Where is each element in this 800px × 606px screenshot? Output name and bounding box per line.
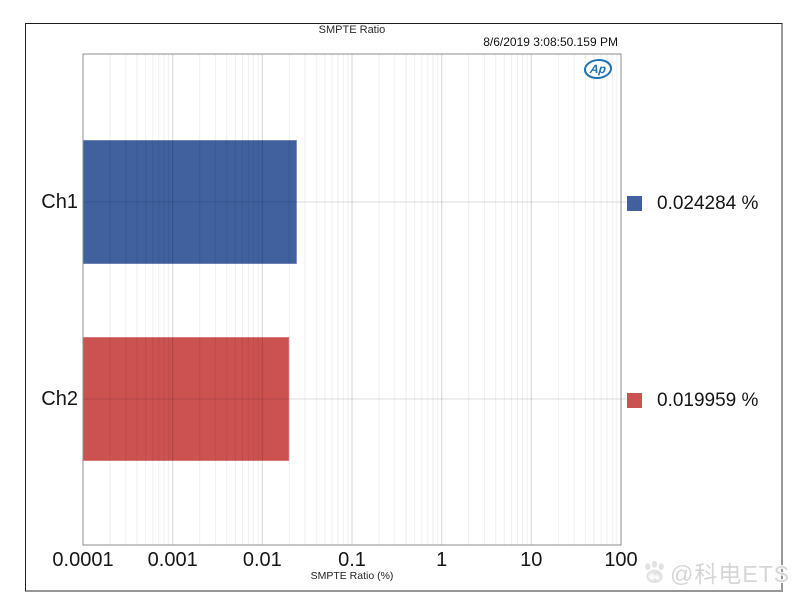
chart-title: SMPTE Ratio	[318, 24, 386, 36]
legend-value-label-ch2: 0.019959 %	[657, 389, 759, 411]
ap-logo-text: Ap	[589, 62, 607, 76]
baidu-paw-label: du	[649, 572, 659, 581]
bar-ch2	[82, 336, 290, 462]
watermark: du @科电ETS	[642, 555, 790, 589]
x-axis-tick-label: 0.01	[242, 549, 282, 571]
legend-value-label-ch1: 0.024284 %	[657, 192, 759, 214]
watermark-text: @科电ETS	[670, 561, 791, 587]
plot-border	[82, 53, 622, 546]
legend-swatch-ch2	[627, 393, 642, 409]
y-axis-category-label-ch1: Ch1	[41, 190, 78, 213]
y-axis-category-label-ch2: Ch2	[41, 387, 78, 410]
plot-area[interactable]	[83, 54, 621, 545]
x-axis-tick-label: 1	[436, 549, 448, 571]
x-axis-label: SMPTE Ratio (%)	[310, 570, 394, 582]
x-axis-tick-label: 100	[604, 549, 638, 571]
x-axis-tick-label: 0.0001	[52, 549, 114, 571]
x-axis-tick-label: 10	[520, 549, 543, 571]
x-axis-tick-label: 0.1	[338, 549, 366, 571]
timestamp: 8/6/2019 3:08:50.159 PM	[483, 35, 618, 49]
bar-ch1	[82, 139, 298, 265]
x-axis-tick-label: 0.001	[147, 549, 198, 571]
legend-swatch-ch1	[627, 196, 642, 212]
baidu-paw-icon: du	[645, 560, 664, 584]
